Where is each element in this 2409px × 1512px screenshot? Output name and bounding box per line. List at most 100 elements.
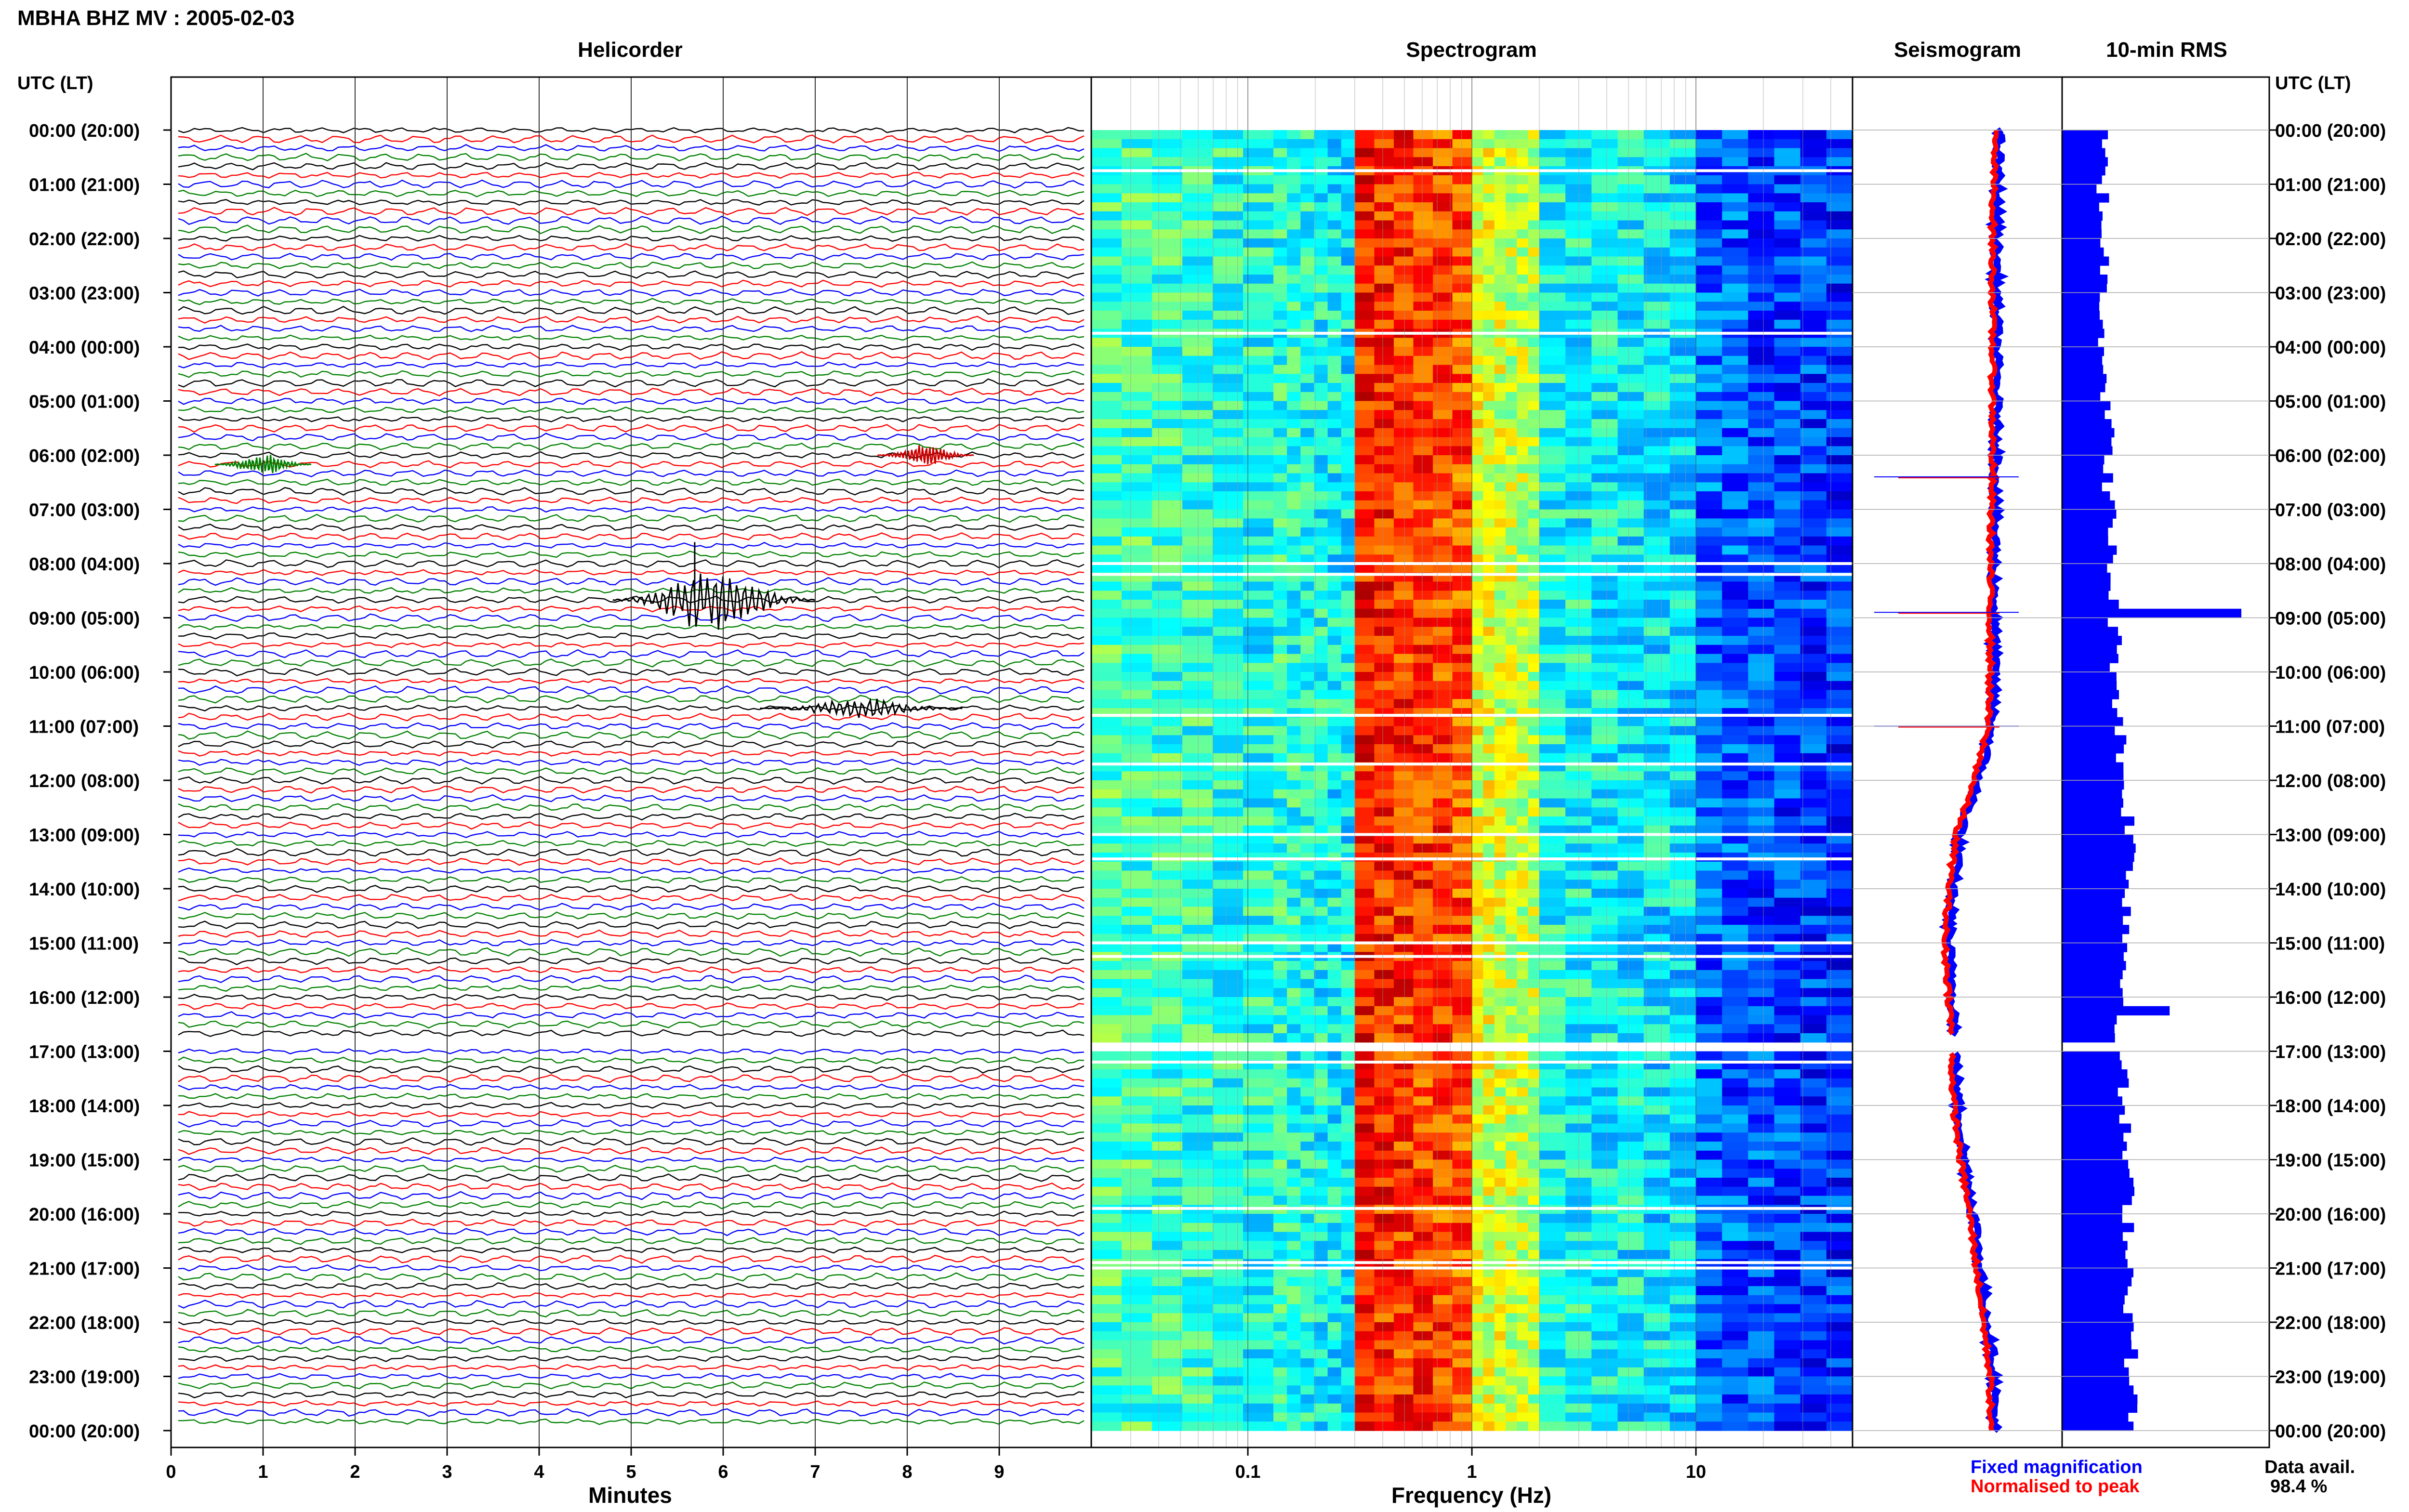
spectrogram-cell xyxy=(1748,1096,1775,1106)
spectrogram-cell xyxy=(1748,853,1775,862)
spectrogram-cell xyxy=(1374,437,1394,447)
spectrogram-cell xyxy=(1748,988,1775,998)
spectrogram-cell xyxy=(1722,482,1748,492)
spectrogram-cell xyxy=(1472,509,1483,519)
spectrogram-cell xyxy=(1591,861,1618,871)
spectrogram-cell xyxy=(1722,157,1748,167)
spectrogram-cell xyxy=(1643,130,1670,140)
spectrogram-cell xyxy=(1669,933,1696,944)
spectrogram-cell xyxy=(1826,663,1853,672)
spectrogram-cell xyxy=(1152,311,1183,320)
spectrogram-cell xyxy=(1300,1223,1314,1233)
spectrogram-cell xyxy=(1122,491,1152,501)
spectrogram-cell xyxy=(1122,1105,1152,1115)
spectrogram-cell xyxy=(1539,1186,1566,1196)
spectrogram-cell xyxy=(1617,644,1644,655)
spectrogram-cell xyxy=(1327,1340,1342,1350)
spectrogram-cell xyxy=(1539,1024,1566,1034)
spectrogram-cell xyxy=(1506,1295,1517,1305)
spectrogram-cell xyxy=(1539,238,1566,248)
spectrogram-cell xyxy=(1669,130,1696,140)
spectrogram-cell xyxy=(1314,1024,1328,1034)
spectrogram-cell xyxy=(1696,889,1722,898)
spectrogram-cell xyxy=(1483,491,1495,501)
spectrogram-cell xyxy=(1696,1250,1722,1260)
spectrogram-cell xyxy=(1393,1223,1414,1233)
spectrogram-cell xyxy=(1748,1114,1775,1124)
spectrogram-cell xyxy=(1433,870,1453,880)
spectrogram-cell xyxy=(1722,789,1748,799)
spectrogram-cell xyxy=(1413,1169,1433,1178)
spectrogram-cell xyxy=(1517,1250,1529,1260)
spectrogram-cell xyxy=(1413,916,1433,925)
spectrogram-cell xyxy=(1122,1024,1152,1034)
spectrogram-cell xyxy=(1243,355,1274,366)
spectrogram-cell xyxy=(1643,1123,1670,1133)
spectrogram-cell xyxy=(1182,500,1213,510)
spectrogram-cell xyxy=(1341,365,1355,374)
spectrogram-cell xyxy=(1826,933,1853,944)
spectrogram-cell xyxy=(1539,347,1566,356)
spectrogram-cell xyxy=(1273,825,1287,835)
spectrogram-cell xyxy=(1506,735,1517,745)
spectrogram-cell xyxy=(1826,1105,1853,1115)
spectrogram-cell xyxy=(1517,644,1529,655)
spectrogram-cell xyxy=(1669,726,1696,736)
spectrogram-cell xyxy=(1506,292,1517,302)
spectrogram-cell xyxy=(1800,663,1827,672)
spectrogram-cell xyxy=(1722,1159,1748,1169)
spectrogram-cell xyxy=(1483,265,1495,275)
spectrogram-cell xyxy=(1327,618,1342,627)
spectrogram-cell xyxy=(1722,1105,1748,1115)
spectrogram-cell xyxy=(1528,1069,1540,1079)
spectrogram-cell xyxy=(1182,392,1213,402)
spectrogram-cell xyxy=(1517,509,1529,519)
spectrogram-cell xyxy=(1774,554,1801,564)
spectrogram-cell xyxy=(1273,1304,1287,1314)
spectrogram-cell xyxy=(1696,1087,1722,1097)
spectrogram-cell xyxy=(1327,1015,1342,1025)
spectrogram-cell xyxy=(1300,184,1314,194)
spectrogram-cell xyxy=(1273,347,1287,356)
spectrogram-cell xyxy=(1591,933,1618,944)
spectrogram-cell xyxy=(1452,1286,1472,1296)
spectrogram-cell xyxy=(1643,1295,1670,1305)
spectrogram-cell xyxy=(1413,1313,1433,1323)
spectrogram-cell xyxy=(1591,401,1618,410)
spectrogram-cell xyxy=(1327,644,1342,655)
spectrogram-cell xyxy=(1506,527,1517,537)
spectrogram-cell xyxy=(1472,681,1483,691)
spectrogram-cell xyxy=(1591,1087,1618,1097)
spectrogram-cell xyxy=(1314,419,1328,429)
spectrogram-cell xyxy=(1374,275,1394,284)
spectrogram-cell xyxy=(1122,735,1152,745)
spectrogram-cell xyxy=(1528,843,1540,853)
spectrogram-cell xyxy=(1243,1196,1274,1205)
spectrogram-cell xyxy=(1483,1169,1495,1178)
spectrogram-cell xyxy=(1800,1150,1827,1160)
spectrogram-cell xyxy=(1374,1169,1394,1178)
spectrogram-cell xyxy=(1374,1024,1394,1034)
spectrogram-cell xyxy=(1669,636,1696,645)
spectrogram-cell xyxy=(1494,943,1506,952)
spectrogram-cell xyxy=(1182,355,1213,366)
spectrogram-cell xyxy=(1300,1096,1314,1106)
spectrogram-cell xyxy=(1774,1024,1801,1034)
spectrogram-cell xyxy=(1182,907,1213,916)
spectrogram-cell xyxy=(1300,311,1314,320)
spectrogram-cell xyxy=(1327,1186,1342,1196)
spectrogram-cell xyxy=(1314,1015,1328,1025)
spectrogram-cell xyxy=(1327,1051,1342,1061)
spectrogram-cell xyxy=(1122,554,1152,564)
spectrogram-cell xyxy=(1826,961,1853,971)
spectrogram-cell xyxy=(1152,608,1183,618)
spectrogram-cell xyxy=(1413,690,1433,699)
spectrogram-cell xyxy=(1800,1033,1827,1043)
spectrogram-cell xyxy=(1591,509,1618,519)
spectrogram-cell xyxy=(1539,889,1566,898)
spectrogram-cell xyxy=(1643,554,1670,564)
spectrogram-cell xyxy=(1287,618,1301,627)
spectrogram-cell xyxy=(1528,979,1540,988)
spectrogram-cell xyxy=(1273,654,1287,663)
spectrogram-cell xyxy=(1472,1186,1483,1196)
